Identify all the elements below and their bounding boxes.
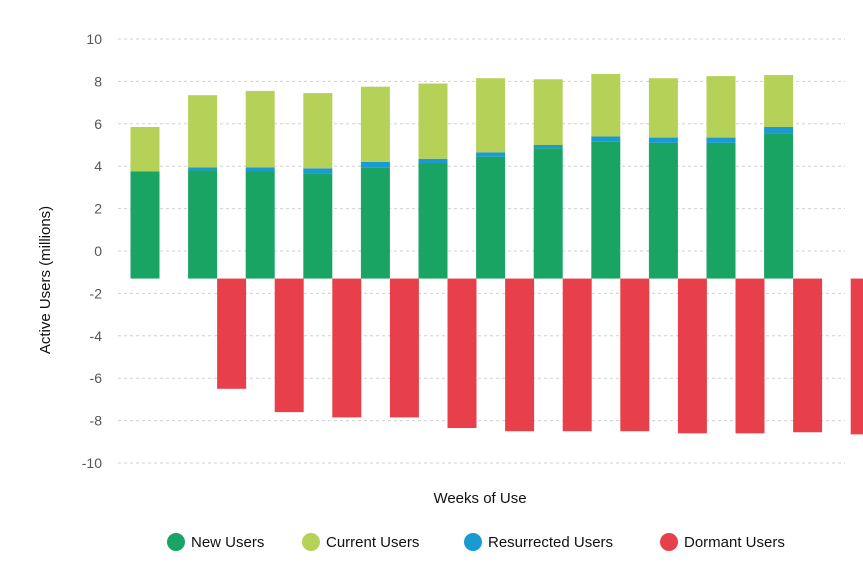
bar-dormant-users — [332, 278, 362, 418]
bar-dormant-users — [217, 278, 247, 389]
bar-resurrected-users — [591, 136, 621, 142]
bar-current-users — [706, 76, 736, 138]
bar-new-users — [418, 163, 448, 279]
y-tick-label: -6 — [90, 370, 103, 386]
bar-dormant-users — [505, 278, 535, 432]
y-tick-label: 6 — [94, 116, 102, 132]
bar-current-users — [648, 78, 678, 138]
bar-resurrected-users — [188, 167, 218, 171]
bar-resurrected-users — [648, 137, 678, 143]
bar-new-users — [706, 142, 736, 279]
bar-current-users — [476, 78, 506, 153]
bar-resurrected-users — [360, 161, 390, 168]
bar-new-users — [648, 142, 678, 279]
bar-new-users — [360, 167, 390, 279]
bar-new-users — [533, 148, 563, 279]
bar-new-users — [476, 156, 506, 279]
bar-current-users — [533, 79, 563, 145]
bar-current-users — [764, 75, 794, 127]
bar-resurrected-users — [706, 137, 736, 143]
y-tick-label: 8 — [94, 73, 102, 89]
bar-current-users — [360, 86, 390, 162]
y-tick-label: -2 — [90, 285, 103, 301]
bar-new-users — [303, 173, 333, 279]
bar-resurrected-users — [764, 126, 794, 134]
bar-dormant-users — [447, 278, 477, 429]
bar-resurrected-users — [476, 152, 506, 157]
bar-new-users — [591, 141, 621, 279]
bar-dormant-users — [389, 278, 419, 418]
y-tick-label: -10 — [82, 455, 102, 471]
bar-current-users — [245, 90, 275, 168]
bar-resurrected-users — [533, 145, 563, 149]
bar-current-users — [130, 126, 160, 172]
legend: New Users Current Users Resurrected Users D… — [167, 533, 785, 551]
legend-marker — [302, 533, 320, 551]
bar-resurrected-users — [303, 168, 333, 174]
bar-dormant-users — [562, 278, 592, 432]
bar-current-users — [591, 73, 621, 137]
y-tick-label: 2 — [94, 201, 102, 217]
bar-dormant-users — [735, 278, 765, 434]
bar-dormant-users — [677, 278, 707, 434]
y-tick-label: -4 — [90, 328, 103, 344]
legend-label: Dormant Users — [684, 534, 785, 551]
y-tick-label: 10 — [86, 31, 102, 47]
bar-current-users — [418, 83, 448, 159]
bar-dormant-users — [620, 278, 650, 432]
y-tick-label: 4 — [94, 158, 102, 174]
bar-new-users — [764, 133, 794, 279]
y-tick-label: 0 — [94, 243, 102, 259]
bar-dormant-users — [793, 278, 823, 433]
bar-resurrected-users — [418, 158, 448, 164]
legend-label: Resurrected Users — [488, 534, 613, 551]
bar-current-users — [303, 93, 333, 169]
y-tick-label: -8 — [90, 413, 103, 429]
legend-marker — [167, 533, 185, 551]
legend-marker — [464, 533, 482, 551]
x-axis-title: Weeks of Use — [433, 490, 526, 507]
bar-new-users — [245, 171, 275, 279]
legend-marker — [660, 533, 678, 551]
bars — [130, 73, 863, 435]
legend-label: New Users — [191, 534, 264, 551]
y-axis-title: Active Users (millions) — [37, 206, 54, 354]
bar-new-users — [130, 171, 160, 279]
bar-dormant-users — [850, 278, 863, 435]
legend-label: Current Users — [326, 534, 419, 551]
bar-new-users — [188, 170, 218, 279]
bar-current-users — [188, 95, 218, 168]
bar-dormant-users — [274, 278, 304, 413]
bar-resurrected-users — [245, 167, 275, 172]
y-axis-ticks: 10 8 6 4 2 0 -2 -4 -6 -8 -10 — [82, 31, 102, 471]
